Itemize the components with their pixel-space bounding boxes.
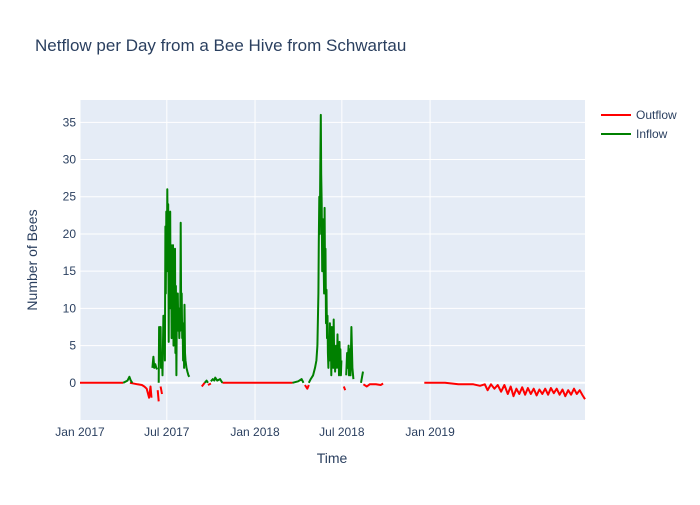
series-line-outflow: [342, 386, 347, 391]
x-axis-ticks: Jan 2017 Jul 2017 Jan 2018 Jul 2018 Jan 2019: [55, 425, 455, 439]
series-line-outflow: [304, 384, 310, 390]
x-tick-label: Jan 2018: [230, 425, 280, 439]
x-tick-label: Jul 2018: [319, 425, 365, 439]
y-axis-ticks: 0 5 10 15 20 25 30 35: [63, 115, 77, 389]
series-line-inflow: [157, 188, 191, 383]
y-tick-label: 5: [69, 339, 76, 353]
series-line-inflow: [122, 375, 134, 384]
x-tick-label: Jan 2019: [405, 425, 455, 439]
y-tick-label: 35: [63, 115, 77, 129]
series-line-outflow: [424, 381, 586, 400]
series-line-outflow: [129, 381, 153, 399]
series-lines: [80, 113, 586, 402]
series-line-inflow: [307, 113, 343, 384]
series-line-inflow: [292, 378, 305, 384]
series-line-outflow: [201, 382, 206, 388]
y-tick-label: 0: [69, 376, 76, 390]
series-line-outflow: [207, 382, 212, 386]
legend-label-outflow: Outflow: [636, 108, 677, 122]
x-axis-title: Time: [317, 450, 348, 466]
series-line-outflow: [159, 386, 163, 395]
y-axis-title: Number of Bees: [24, 209, 40, 310]
chart-title: Netflow per Day from a Bee Hive from Sch…: [35, 36, 406, 55]
series-line-inflow: [210, 376, 224, 384]
legend-label-inflow: Inflow: [636, 127, 668, 141]
y-tick-label: 30: [63, 153, 77, 167]
series-line-inflow: [360, 371, 364, 383]
series-line-outflow: [362, 382, 384, 388]
legend: Outflow Inflow: [601, 108, 677, 141]
series-line-inflow: [345, 326, 355, 380]
series-outflow: [80, 381, 586, 402]
plot-background: [80, 100, 585, 420]
y-tick-label: 10: [63, 301, 77, 315]
y-tick-label: 20: [63, 227, 77, 241]
series-line-inflow: [151, 355, 159, 370]
series-line-inflow: [203, 379, 209, 384]
series-line-outflow: [156, 390, 160, 402]
legend-item-inflow[interactable]: Inflow: [601, 127, 668, 141]
legend-item-outflow[interactable]: Outflow: [601, 108, 677, 122]
x-tick-label: Jan 2017: [55, 425, 105, 439]
series-inflow: [122, 113, 364, 384]
y-tick-label: 15: [63, 264, 77, 278]
x-tick-label: Jul 2017: [144, 425, 190, 439]
y-tick-label: 25: [63, 190, 77, 204]
